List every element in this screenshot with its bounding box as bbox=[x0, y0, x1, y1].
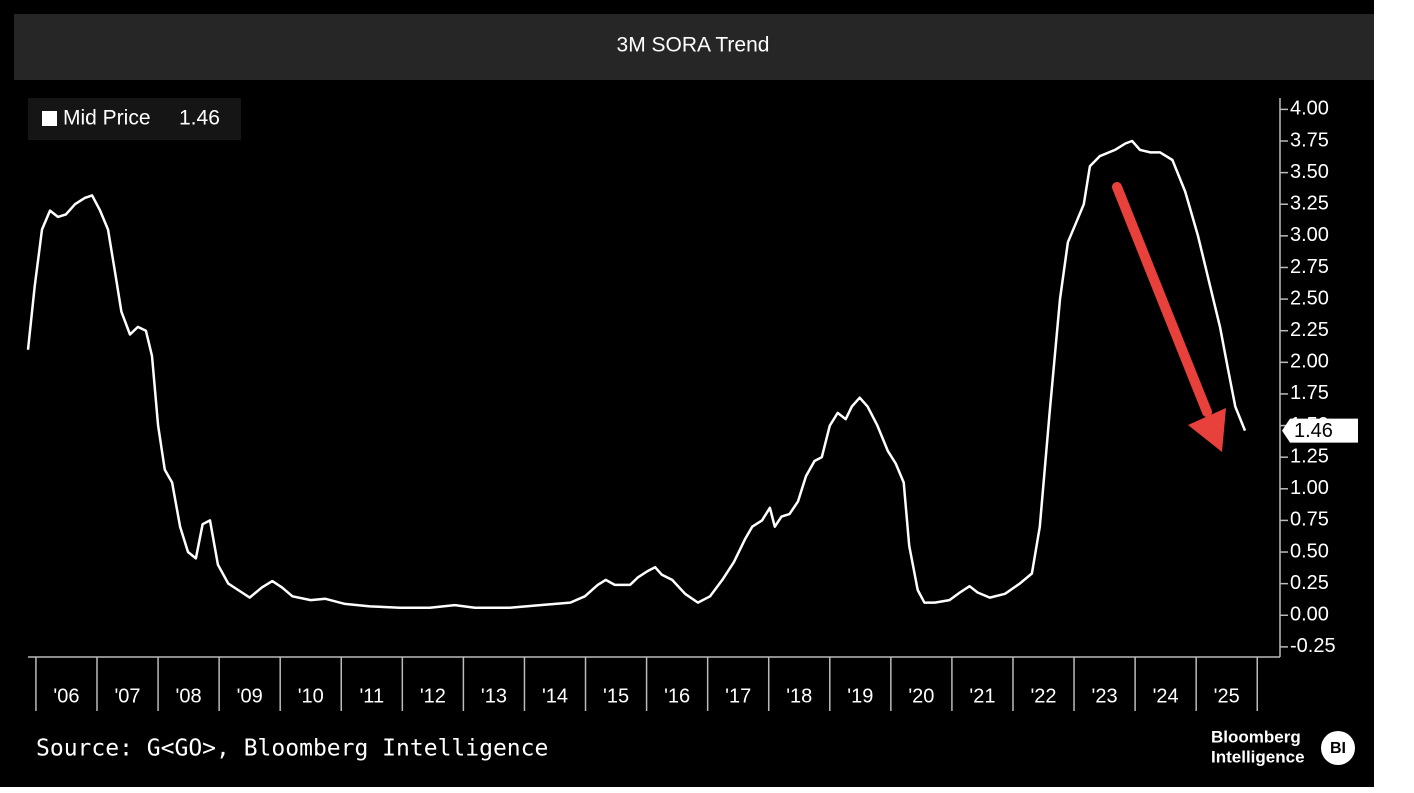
y-tick-label: 0.50 bbox=[1290, 540, 1329, 562]
x-tick-label: '08 bbox=[176, 685, 202, 707]
y-tick-label: 1.25 bbox=[1290, 445, 1329, 467]
legend-swatch bbox=[42, 111, 57, 126]
source: Source: G<GO>, Bloomberg Intelligence bbox=[36, 736, 548, 762]
x-tick-label: '16 bbox=[664, 685, 690, 707]
y-tick-label: 3.25 bbox=[1290, 193, 1329, 215]
y-tick-label: 3.75 bbox=[1290, 129, 1329, 151]
x-tick-label: '07 bbox=[114, 685, 140, 707]
x-tick-label: '12 bbox=[420, 685, 446, 707]
x-tick-label: '21 bbox=[969, 685, 995, 707]
trend-arrow bbox=[1112, 182, 1212, 417]
x-tick-label: '18 bbox=[786, 685, 812, 707]
y-tick-label: 3.00 bbox=[1290, 224, 1329, 246]
y-tick-label: 4.00 bbox=[1290, 98, 1329, 120]
legend-label: Mid Price bbox=[63, 107, 151, 130]
x-tick-label: '09 bbox=[237, 685, 263, 707]
value-tag bbox=[1282, 418, 1358, 443]
y-tick-label: 0.25 bbox=[1290, 572, 1329, 594]
chart-title: 3M SORA Trend bbox=[617, 34, 770, 57]
brand-line: Bloomberg bbox=[1211, 727, 1301, 746]
brand-badge-text: BI bbox=[1330, 740, 1346, 757]
brand-line: Intelligence bbox=[1211, 747, 1305, 766]
y-tick-label: 0.00 bbox=[1290, 604, 1329, 626]
y-tick-label: 2.25 bbox=[1290, 319, 1329, 341]
x-tick-label: '14 bbox=[542, 685, 568, 707]
trend-arrow-head bbox=[1188, 408, 1226, 452]
x-tick-label: '23 bbox=[1092, 685, 1118, 707]
x-tick-label: '15 bbox=[603, 685, 629, 707]
price-line bbox=[26, 139, 1247, 609]
y-tick-label: 1.75 bbox=[1290, 382, 1329, 404]
brand-badge bbox=[1321, 731, 1355, 765]
legend-value: 1.46 bbox=[179, 107, 220, 130]
y-tick-label: -0.25 bbox=[1290, 635, 1336, 657]
x-tick-label: '13 bbox=[481, 685, 507, 707]
header-bar bbox=[14, 14, 1374, 80]
y-tick-label: 2.00 bbox=[1290, 351, 1329, 373]
y-tick-label: 2.75 bbox=[1290, 256, 1329, 278]
y-tick-label: 2.50 bbox=[1290, 287, 1329, 309]
y-tick-label: 0.75 bbox=[1290, 509, 1329, 531]
x-tick-label: '19 bbox=[847, 685, 873, 707]
x-tick-label: '06 bbox=[53, 685, 79, 707]
x-tick-label: '22 bbox=[1030, 685, 1056, 707]
x-tick-label: '25 bbox=[1214, 685, 1240, 707]
x-tick-label: '20 bbox=[908, 685, 934, 707]
y-tick-label: 1.00 bbox=[1290, 477, 1329, 499]
x-tick-label: '17 bbox=[725, 685, 751, 707]
x-tick-label: '11 bbox=[359, 685, 384, 707]
legend-box bbox=[28, 98, 241, 140]
x-tick-label: '24 bbox=[1153, 685, 1179, 707]
x-tick-label: '10 bbox=[298, 685, 324, 707]
y-tick-label: 3.50 bbox=[1290, 161, 1329, 183]
value-tag-label: 1.46 bbox=[1294, 420, 1333, 442]
